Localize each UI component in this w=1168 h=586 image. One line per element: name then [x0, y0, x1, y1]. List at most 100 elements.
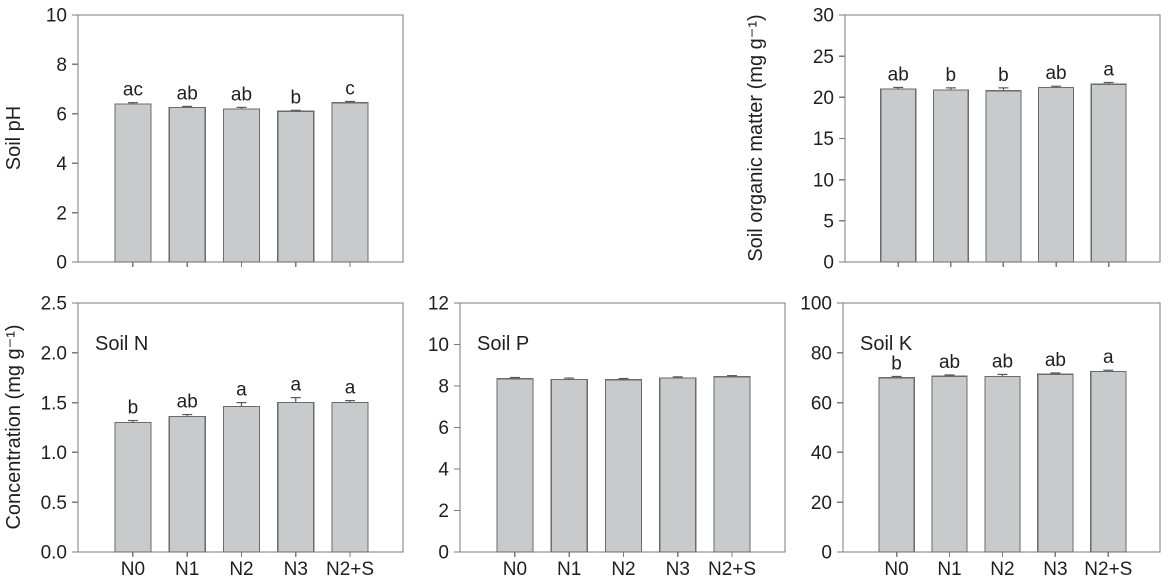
bar [984, 375, 1021, 553]
y-tick-label: 20 [813, 88, 834, 109]
y-tick-label: 10 [46, 6, 67, 27]
x-tick-label: N2 [611, 559, 635, 580]
significance-letter: ab [1045, 350, 1066, 371]
significance-letter: ab [177, 392, 198, 413]
y-tick-label: 20 [811, 493, 832, 514]
x-tick-label: N0 [503, 559, 527, 580]
bar [277, 402, 315, 553]
significance-letter: ab [177, 83, 198, 104]
bar [114, 103, 152, 263]
y-tick-label: 10 [428, 335, 449, 356]
y-tick-label: 0 [438, 543, 449, 564]
significance-letter: ac [123, 80, 143, 101]
chart-soil-n: 0.0 0.5 1.0 1.5 2.0 2.5 b N0 ab N1 a N2 a N3 a N2+S Soil… [3, 294, 404, 580]
chart-soil-ph: 0 2 4 6 8 10 ac ab ab b c Soil pH [3, 6, 404, 274]
y-tick-label: 2.5 [41, 294, 67, 315]
significance-letter: b [128, 398, 139, 419]
y-tick-label: 1.5 [41, 393, 67, 414]
y-tick-label: 2.0 [41, 343, 67, 364]
chart-soil-organic-matter: 0 5 10 15 20 25 30 ab b b ab a Soil organic matter (… [745, 6, 1161, 274]
significance-letter: b [998, 65, 1009, 86]
significance-letter: a [236, 380, 247, 401]
y-tick-label: 8 [56, 55, 67, 76]
y-tick-label: 8 [438, 377, 449, 398]
x-tick-label: N0 [884, 559, 908, 580]
y-tick-label: 4 [56, 154, 67, 175]
chart-annotation: Soil K [860, 333, 913, 355]
y-axis-label: Concentration (mg g⁻¹) [3, 324, 25, 529]
bar [550, 378, 588, 553]
x-tick-label: N2+S [1084, 559, 1132, 580]
y-tick-label: 15 [813, 129, 834, 150]
significance-letter: b [290, 87, 301, 108]
y-tick-label: 0 [821, 543, 832, 564]
y-tick-label: 0 [823, 253, 834, 274]
x-tick-label: N1 [937, 559, 961, 580]
x-tick-label: N3 [1043, 559, 1067, 580]
bar [331, 102, 369, 263]
x-tick-label: N2+S [708, 559, 756, 580]
bar [932, 89, 969, 263]
x-tick-label: N2 [229, 559, 253, 580]
significance-letter: ab [231, 84, 252, 105]
significance-letter: b [946, 65, 957, 86]
bar [331, 402, 369, 553]
y-tick-label: 25 [813, 47, 834, 68]
x-tick-label: N3 [666, 559, 690, 580]
chart-annotation: Soil N [95, 333, 148, 355]
significance-letter: ab [1045, 63, 1066, 84]
x-tick-label: N2 [990, 559, 1014, 580]
bar [114, 421, 152, 553]
significance-letter: ab [992, 351, 1013, 372]
bar [168, 415, 206, 553]
bar [1037, 373, 1074, 553]
y-tick-label: 100 [800, 294, 832, 315]
x-tick-label: N2+S [326, 559, 374, 580]
y-tick-label: 12 [428, 294, 449, 315]
y-tick-label: 10 [813, 170, 834, 191]
significance-letter: a [1103, 347, 1114, 368]
bar [880, 88, 917, 263]
y-tick-label: 60 [811, 393, 832, 414]
x-tick-label: N1 [175, 559, 199, 580]
x-tick-label: N1 [557, 559, 581, 580]
y-tick-label: 6 [438, 418, 449, 439]
y-tick-label: 0.0 [41, 543, 67, 564]
significance-letter: a [345, 378, 356, 399]
x-tick-label: N3 [284, 559, 308, 580]
bar [222, 405, 261, 553]
x-tick-label: N0 [121, 559, 145, 580]
significance-letter: b [891, 353, 902, 374]
y-tick-label: 2 [56, 203, 67, 224]
y-tick-label: 80 [811, 343, 832, 364]
significance-letter: a [290, 375, 301, 396]
significance-letter: a [1103, 60, 1114, 81]
bar [496, 378, 534, 553]
bar [878, 377, 915, 553]
bar [1090, 83, 1127, 263]
significance-letter: ab [888, 64, 909, 85]
significance-letter: c [345, 78, 355, 99]
bar [168, 107, 206, 263]
y-tick-label: 0 [56, 253, 67, 274]
y-axis-label: Soil pH [3, 106, 25, 170]
y-tick-label: 6 [56, 104, 67, 125]
bar [985, 90, 1022, 263]
chart-soil-k: 0 20 40 60 80 100 b N0 ab N1 ab N2 ab N3 a N2+S Soil K [800, 294, 1161, 580]
bar [713, 376, 751, 553]
y-tick-label: 2 [438, 501, 449, 522]
bar [1037, 86, 1075, 263]
y-tick-label: 40 [811, 443, 832, 464]
y-tick-label: 5 [823, 211, 834, 232]
bar [604, 379, 643, 553]
y-tick-label: 4 [438, 460, 449, 481]
chart-soil-p: 0 2 4 6 8 10 12 N0 N1 N2 N3 N2+S Soil P [428, 294, 786, 580]
significance-letter: ab [939, 352, 960, 373]
bar [659, 377, 697, 553]
y-axis-label: Soil organic matter (mg g⁻¹) [745, 14, 767, 261]
bar [222, 108, 261, 263]
y-tick-label: 0.5 [41, 493, 67, 514]
bar [931, 375, 968, 553]
